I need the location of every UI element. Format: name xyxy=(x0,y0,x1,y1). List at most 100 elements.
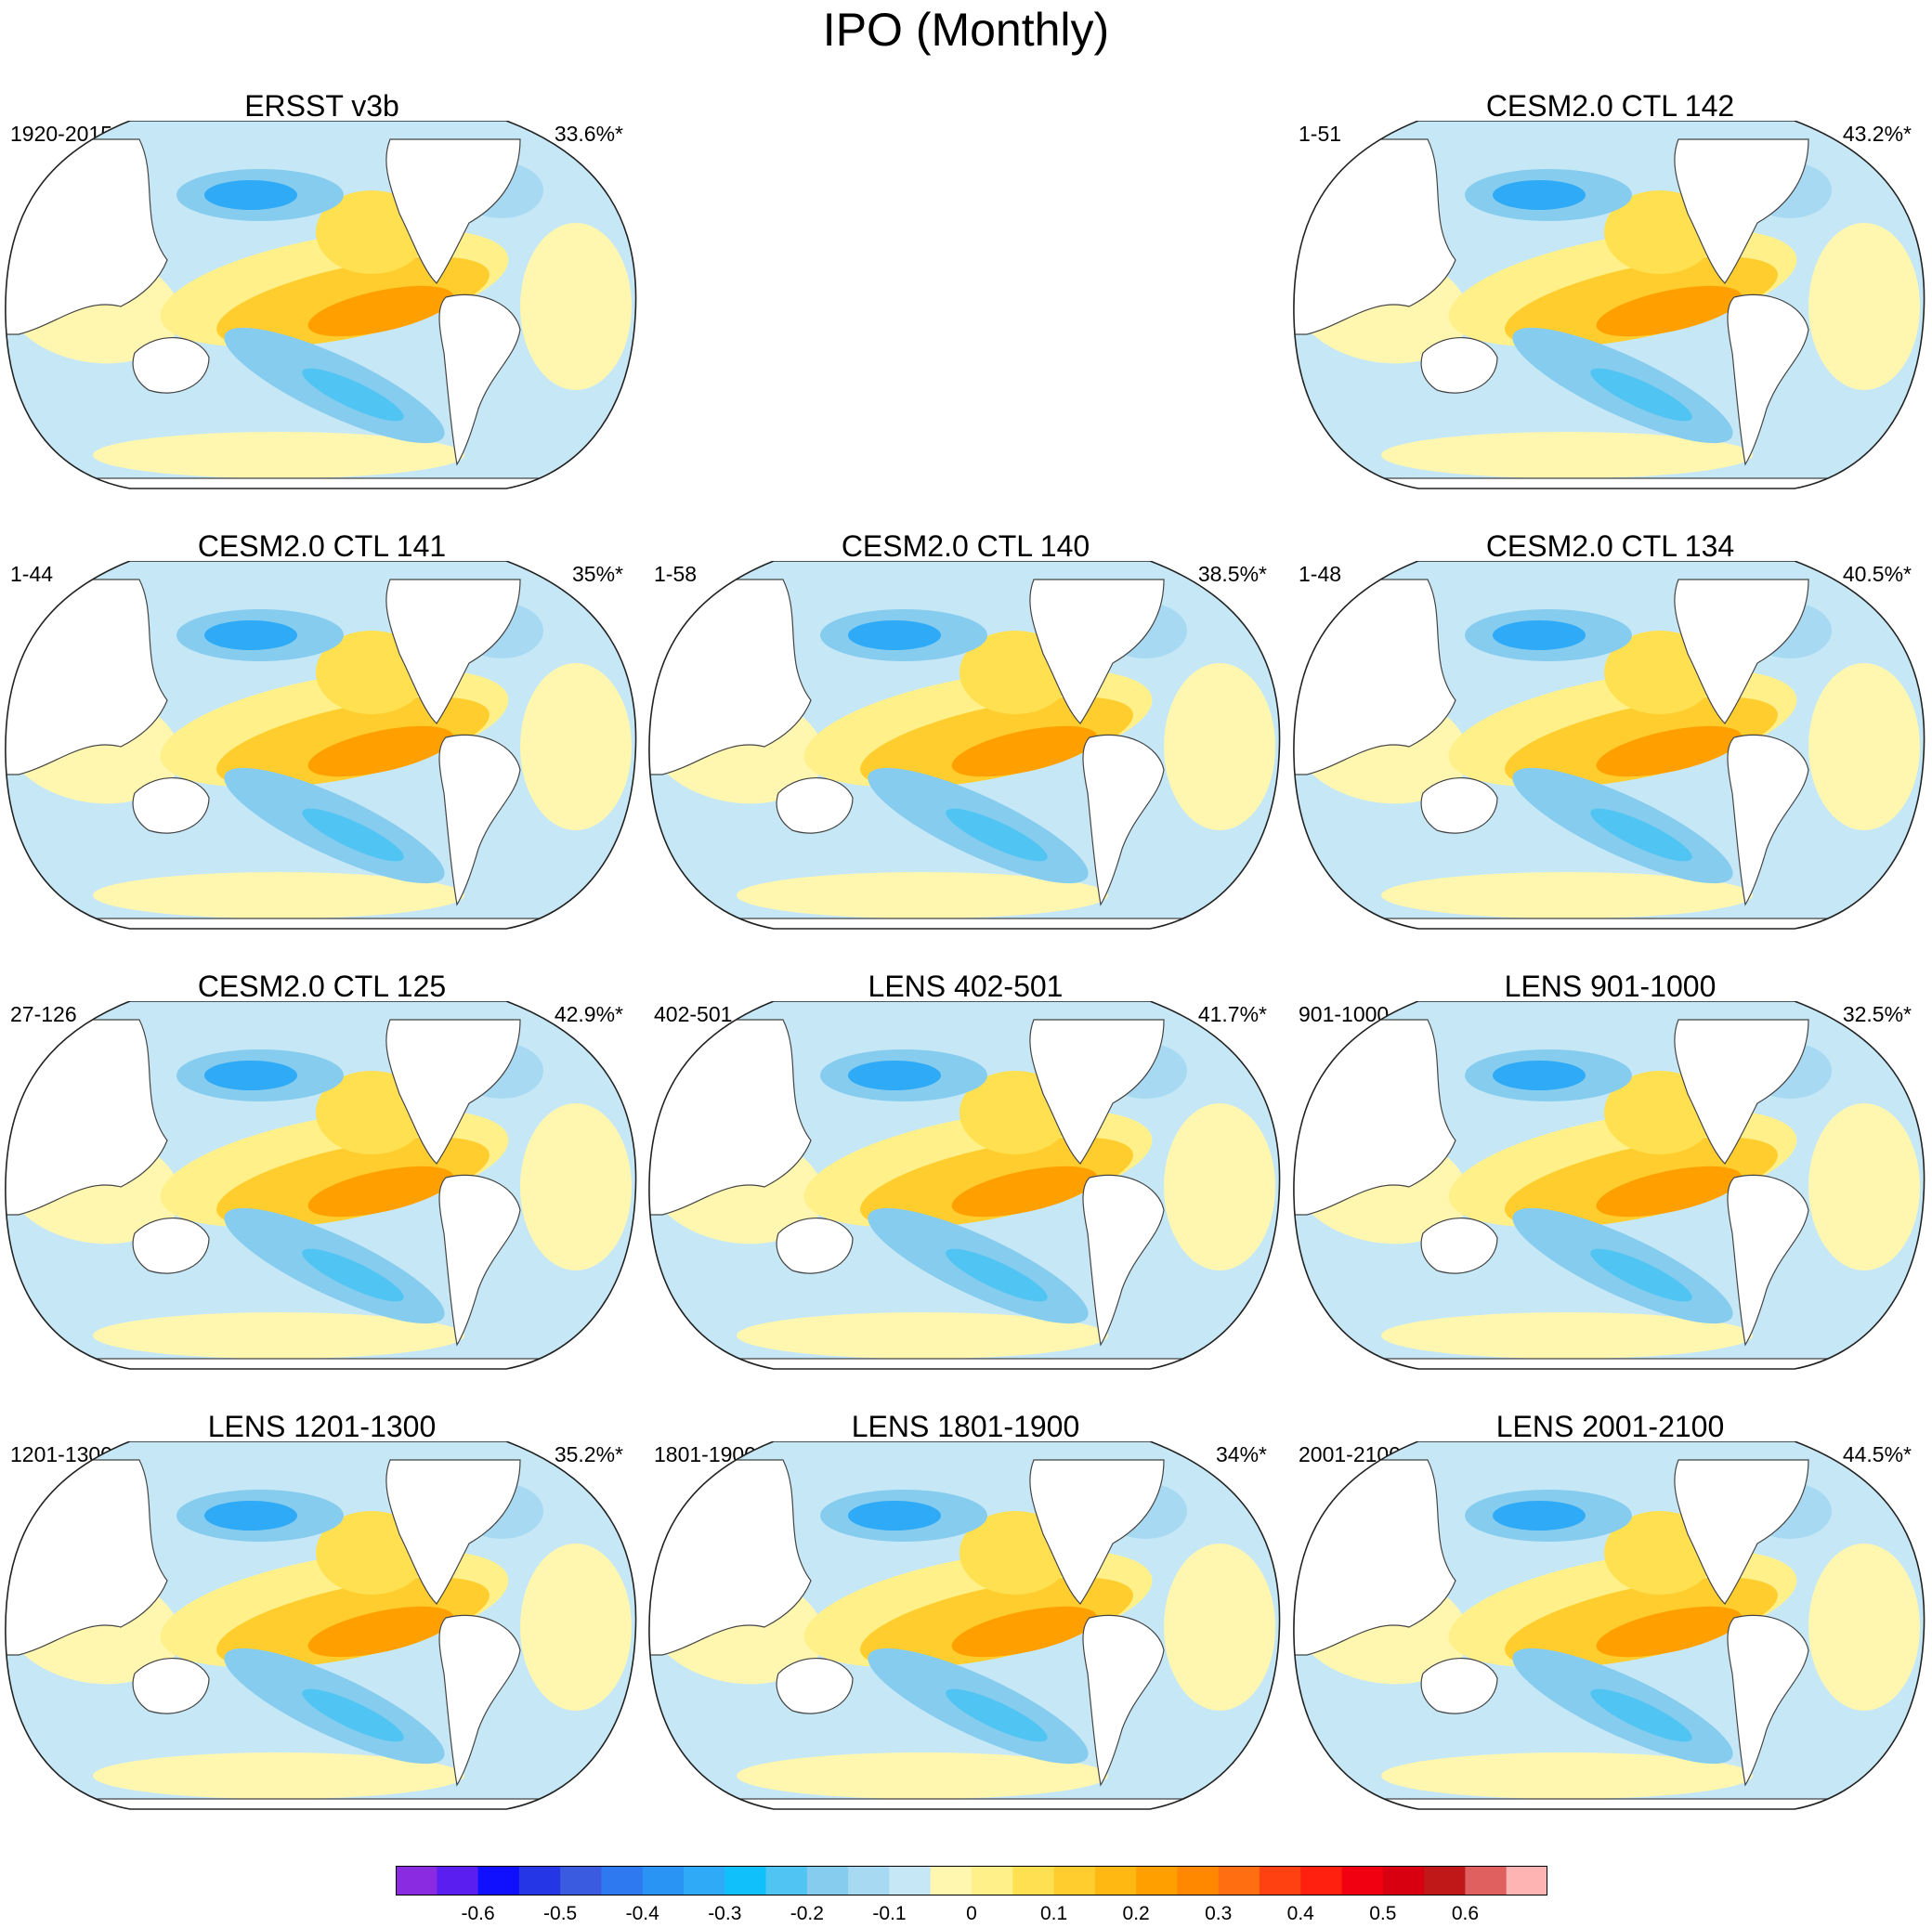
eurasia-africa-land xyxy=(1293,1459,1456,1656)
colorbar-swatch xyxy=(1424,1866,1466,1895)
panel-variance: 44.5%* xyxy=(1842,1442,1912,1466)
colorbar-swatch xyxy=(1218,1866,1260,1895)
colorbar-label: 0 xyxy=(966,1903,977,1923)
southern-ocean-warm xyxy=(737,1752,1108,1799)
australia-land xyxy=(132,336,210,394)
colorbar-swatch xyxy=(889,1866,932,1895)
north-america-land xyxy=(1029,579,1165,724)
globe-outline xyxy=(5,121,637,489)
panel-period: 901-1000 xyxy=(1299,1002,1390,1026)
tropical-pacific-peak xyxy=(307,285,454,337)
colorbar-label: 0.4 xyxy=(1287,1903,1315,1923)
colorbar-label: -0.6 xyxy=(461,1903,494,1923)
colorbar: -0.6 -0.5 -0.4 -0.3 -0.2 -0.1 0 0.1 0.2 0.3 0.4 0.5… xyxy=(396,1866,1547,1923)
colorbar-swatch xyxy=(1094,1866,1137,1895)
colorbar-swatch xyxy=(1260,1866,1301,1895)
atlantic-warm xyxy=(520,663,632,830)
colorbar-label: 0.2 xyxy=(1123,1903,1150,1923)
ipo-pattern-map xyxy=(648,1441,1281,1810)
colorbar-swatch xyxy=(642,1866,685,1895)
atlantic-warm xyxy=(1808,1544,1920,1711)
north-america-land xyxy=(385,579,521,724)
panel-title: LENS 402-501 xyxy=(868,970,1064,1003)
colorbar-swatch xyxy=(1053,1866,1096,1895)
panel-title: CESM2.0 CTL 141 xyxy=(197,529,447,563)
globe-outline xyxy=(1293,1441,1925,1810)
south-pacific-cool-core xyxy=(1590,808,1692,862)
south-pacific-cool-core xyxy=(302,368,404,422)
south-pacific-cool-core xyxy=(946,1688,1048,1742)
south-pacific-cool-core xyxy=(1590,368,1692,422)
north-america-land xyxy=(1674,1459,1809,1605)
panel-period: 27-126 xyxy=(10,1002,77,1026)
colorbar-swatch xyxy=(930,1866,973,1895)
panel-title: LENS 1801-1900 xyxy=(851,1410,1080,1443)
south-pacific-cool-core xyxy=(302,808,404,862)
south-pacific-cool-core xyxy=(1590,1688,1692,1742)
colorbar-label: 0.1 xyxy=(1040,1903,1067,1923)
southern-ocean-warm xyxy=(93,872,464,918)
atlantic-warm xyxy=(1164,1544,1275,1711)
colorbar-label: 0.5 xyxy=(1369,1903,1396,1923)
colorbar-swatch xyxy=(1465,1866,1508,1895)
colorbar-swatch xyxy=(972,1866,1013,1895)
panel-variance: 40.5%* xyxy=(1842,562,1912,586)
panel-title: LENS 901-1000 xyxy=(1504,970,1717,1003)
antarctica-land xyxy=(5,477,636,489)
south-america-land xyxy=(1082,734,1165,906)
panel-title: CESM2.0 CTL 134 xyxy=(1485,529,1735,563)
north-pacific-cool-core xyxy=(204,620,297,650)
figure-title: IPO (Monthly) xyxy=(822,4,1110,56)
australia-land xyxy=(776,1217,854,1274)
eurasia-africa-land xyxy=(1293,138,1456,335)
colorbar-swatch xyxy=(477,1866,520,1895)
south-america-land xyxy=(1727,1614,1809,1787)
south-pacific-cool-core xyxy=(302,1248,404,1302)
colorbar-swatch xyxy=(765,1866,808,1895)
atlantic-warm xyxy=(1164,663,1275,830)
panel-variance: 33.6%* xyxy=(554,122,623,146)
colorbar-label: 0.6 xyxy=(1452,1903,1479,1923)
antarctica-land xyxy=(648,918,1280,929)
tropical-pacific-peak xyxy=(1596,725,1743,777)
south-pacific-cool-core xyxy=(1590,1248,1692,1302)
colorbar-frame xyxy=(396,1866,1547,1895)
globe-outline xyxy=(648,561,1281,930)
atlantic-warm xyxy=(1808,1103,1920,1270)
colorbar-label: 0.3 xyxy=(1205,1903,1232,1923)
australia-land xyxy=(1420,1217,1498,1274)
panel-variance: 38.5%* xyxy=(1197,562,1267,586)
ipo-pattern-map xyxy=(1293,561,1925,930)
panel-variance: 42.9%* xyxy=(554,1002,623,1026)
antarctica-land xyxy=(5,1358,636,1369)
atlantic-warm xyxy=(520,1544,632,1711)
colorbar-swatch xyxy=(437,1866,479,1895)
colorbar-swatch xyxy=(1300,1866,1343,1895)
colorbar-label: -0.1 xyxy=(872,1903,906,1923)
south-america-land xyxy=(438,734,521,906)
australia-land xyxy=(1420,776,1498,834)
south-pacific-cool-core xyxy=(946,808,1048,862)
panel-variance: 32.5%* xyxy=(1842,1002,1912,1026)
south-pacific-cool-core xyxy=(302,1688,404,1742)
colorbar-swatch xyxy=(1506,1866,1547,1895)
southern-ocean-warm xyxy=(1381,1312,1753,1359)
north-pacific-cool-core xyxy=(204,180,297,210)
panel-variance: 43.2%* xyxy=(1842,122,1912,146)
north-pacific-cool-core xyxy=(204,1501,297,1531)
globe-outline xyxy=(1293,1001,1925,1370)
north-pacific-cool-core xyxy=(1493,620,1586,650)
globe-outline xyxy=(648,1441,1281,1810)
tropical-pacific-peak xyxy=(951,1166,1098,1218)
australia-land xyxy=(132,1217,210,1274)
southern-ocean-warm xyxy=(1381,432,1753,478)
map-panel: ERSST v3b 1920-2015 33.6%* xyxy=(0,89,644,516)
globe-outline xyxy=(5,561,637,930)
australia-land xyxy=(1420,336,1498,394)
north-america-land xyxy=(1029,1019,1165,1165)
southern-ocean-warm xyxy=(93,432,464,478)
map-panel: LENS 1801-1900 1801-1900 34%* xyxy=(644,1410,1287,1837)
south-america-land xyxy=(1727,293,1809,466)
panel-title: LENS 2001-2100 xyxy=(1495,1410,1725,1443)
ipo-pattern-map xyxy=(5,561,637,930)
